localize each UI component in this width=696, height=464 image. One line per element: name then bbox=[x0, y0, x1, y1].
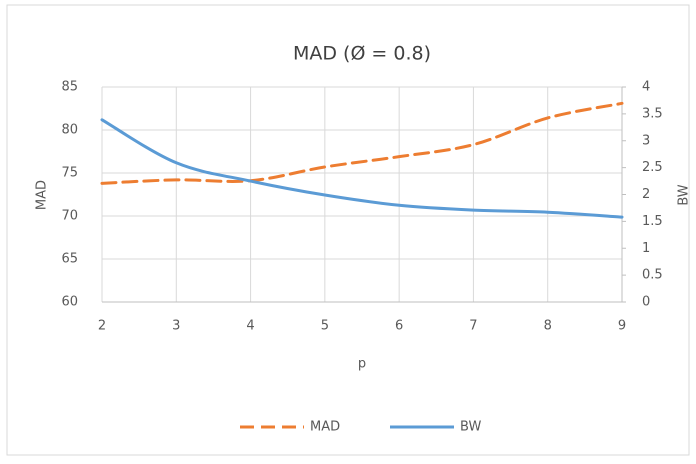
x-tick-label: 3 bbox=[172, 319, 180, 334]
series-line bbox=[100, 118, 624, 219]
y-tick-label: 65 bbox=[61, 252, 78, 267]
y2-tick-label: 1 bbox=[642, 241, 650, 256]
x-tick-label: 9 bbox=[618, 319, 626, 334]
chart-frame bbox=[6, 4, 690, 456]
x-tick-label: 4 bbox=[246, 319, 254, 334]
x-tick-label: 5 bbox=[321, 319, 329, 334]
y2-axis-label: BW bbox=[677, 184, 692, 205]
series-line bbox=[100, 101, 624, 185]
y-tick-label: 70 bbox=[61, 209, 78, 224]
y-tick-label: 85 bbox=[61, 80, 78, 95]
y-tick-label: 75 bbox=[61, 166, 78, 181]
y2-tick-label: 0 bbox=[642, 295, 650, 310]
y-axis-label: MAD bbox=[35, 180, 50, 210]
y2-tick-label: 3 bbox=[642, 133, 650, 148]
x-axis-label: p bbox=[358, 357, 366, 372]
y-tick-label: 60 bbox=[61, 295, 78, 310]
y2-tick-label: 4 bbox=[642, 80, 650, 95]
y2-tick-label: 3.5 bbox=[642, 106, 663, 121]
x-tick-label: 8 bbox=[544, 319, 552, 334]
y-tick-label: 80 bbox=[61, 123, 78, 138]
y2-tick-label: 0.5 bbox=[642, 268, 663, 283]
y2-tick-label: 1.5 bbox=[642, 214, 663, 229]
y2-tick-label: 2 bbox=[642, 187, 650, 202]
legend-label: BW bbox=[460, 420, 481, 435]
x-tick-label: 6 bbox=[395, 319, 403, 334]
x-tick-label: 2 bbox=[98, 319, 106, 334]
x-tick-label: 7 bbox=[469, 319, 477, 334]
y2-tick-label: 2.5 bbox=[642, 160, 663, 175]
legend-label: MAD bbox=[310, 420, 340, 435]
chart-title: MAD (Ø = 0.8) bbox=[293, 43, 431, 65]
